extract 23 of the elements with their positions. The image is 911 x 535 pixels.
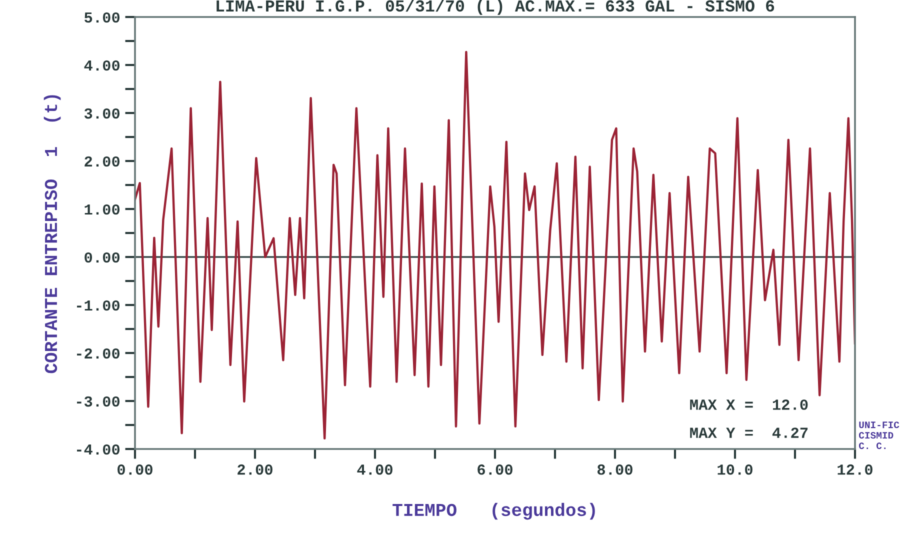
x-tick-label: 6.00: [478, 464, 512, 475]
y-tick-label: 5.00: [84, 12, 120, 23]
x-tick-label: 12.0: [838, 464, 872, 475]
y-tick-label: 4.00: [84, 60, 120, 71]
y-tick-label: 3.00: [84, 108, 120, 119]
y-tick-label: 0.00: [84, 252, 120, 263]
y-tick-label: -4.00: [76, 444, 120, 455]
x-axis-title: TIEMPO (segundos): [392, 502, 595, 520]
y-tick-label: -2.00: [76, 348, 120, 359]
x-tick-label: 4.00: [357, 464, 392, 475]
text: UNI-FIC CISMID C. C.: [858, 422, 900, 450]
x-tick-label: 2.00: [238, 464, 272, 475]
y-tick-label: 2.00: [84, 156, 120, 167]
annotation: MAX X = 12.0: [690, 400, 808, 410]
y-tick-label: -3.00: [76, 396, 120, 407]
y-tick-label: 1.00: [84, 204, 120, 215]
x-tick-label: 10.0: [718, 464, 752, 475]
y-axis-title: CORTANTE ENTREPISO 1 (t): [44, 95, 61, 374]
annotation: MAX Y = 4.27: [690, 428, 808, 438]
y-tick-label: -1.00: [76, 300, 120, 311]
x-tick-label: 0.00: [118, 464, 152, 475]
x-tick-label: 8.00: [597, 464, 632, 475]
line-series: [135, 50, 855, 440]
